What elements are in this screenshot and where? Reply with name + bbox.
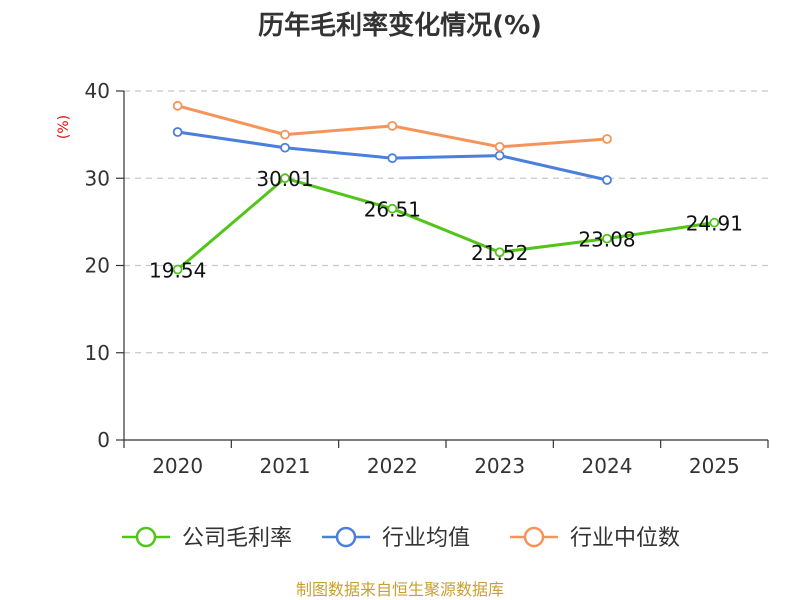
y-tick-label: 10	[85, 341, 110, 365]
data-point[interactable]	[494, 247, 505, 258]
data-point[interactable]	[172, 127, 183, 137]
data-point[interactable]	[602, 175, 612, 185]
source-note: 制图数据来自恒生聚源数据库	[296, 580, 504, 599]
grid-lines	[124, 90, 768, 354]
x-tick-label: 2020	[152, 454, 203, 478]
x-tick-label: 2025	[689, 454, 740, 478]
chart-title: 历年毛利率变化情况(%)	[258, 10, 542, 41]
series-line	[176, 176, 715, 271]
legend-marker[interactable]	[135, 526, 157, 548]
y-tick-label: 40	[85, 79, 110, 103]
data-point[interactable]	[494, 150, 505, 161]
data-point[interactable]	[387, 203, 398, 214]
x-tick-label: 2022	[367, 454, 418, 478]
data-point[interactable]	[172, 264, 183, 275]
data-label: 26.51	[364, 198, 421, 222]
y-tick-label: 20	[85, 254, 110, 278]
data-point[interactable]	[602, 233, 612, 244]
data-point[interactable]	[280, 129, 290, 140]
data-label: 24.91	[686, 212, 743, 236]
legend-label[interactable]: 行业均值	[382, 526, 470, 551]
legend-marker[interactable]	[335, 526, 357, 548]
legend-label[interactable]: 行业中位数	[570, 526, 680, 551]
data-point[interactable]	[280, 142, 290, 153]
data-point[interactable]	[387, 121, 398, 131]
x-tick-label: 2021	[260, 454, 311, 478]
series-lines	[172, 100, 720, 275]
data-label: 30.01	[256, 167, 313, 191]
x-tick-label: 2023	[474, 454, 525, 478]
data-point[interactable]	[602, 134, 612, 144]
data-labels: 19.54 30.01 26.51 21.52 23.08 24.91	[149, 167, 743, 282]
data-point[interactable]	[709, 217, 720, 228]
y-tick-label: 0	[97, 428, 110, 452]
data-label: 21.52	[471, 241, 528, 265]
data-label: 19.54	[149, 259, 206, 283]
data-point[interactable]	[494, 141, 505, 152]
legend-marker[interactable]	[523, 526, 545, 548]
data-point[interactable]	[387, 153, 398, 164]
legend: 公司毛利率 行业均值 行业中位数	[122, 526, 680, 551]
legend-label[interactable]: 公司毛利率	[182, 526, 292, 551]
data-point[interactable]	[280, 173, 290, 184]
axes: 0 10 20 30 40 2020 2021 2022 2023 2024 2025	[85, 79, 769, 478]
x-tick-label: 2024	[582, 454, 633, 478]
data-point[interactable]	[172, 100, 183, 111]
data-label: 23.08	[578, 228, 635, 252]
y-tick-label: 30	[85, 166, 110, 190]
y-axis-label: (%)	[56, 115, 72, 139]
